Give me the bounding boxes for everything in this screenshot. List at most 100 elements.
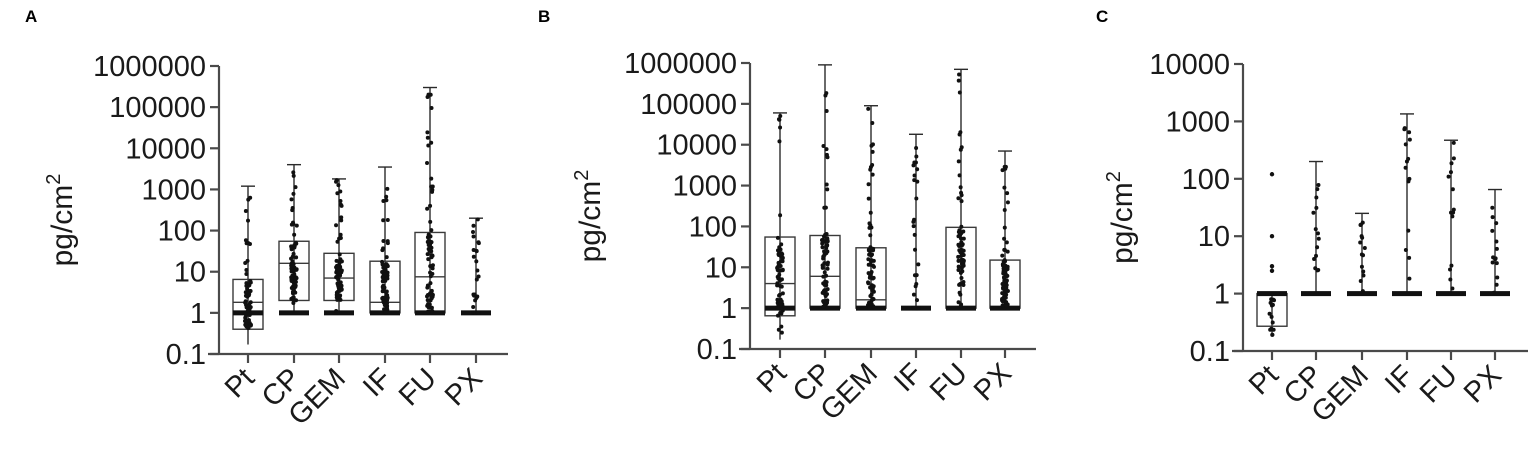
data-point [339,218,344,223]
data-point [1495,275,1500,280]
lod-cluster [765,305,795,311]
data-point [1493,257,1498,262]
panel-letter: A [25,7,37,26]
y-tick-label: 10 [174,257,206,289]
y-tick-label: 1000 [672,171,737,203]
data-point [1360,235,1365,240]
data-point [916,306,921,311]
data-point [775,248,780,253]
data-point [245,294,250,299]
data-point [956,268,961,273]
data-point [428,219,433,224]
data-point [1000,282,1005,287]
data-point [866,271,871,276]
data-point [958,231,963,236]
y-tick-label: 1000000 [624,48,737,80]
data-point [779,299,784,304]
data-point [824,91,829,96]
x-tick-label: FU [1414,359,1464,409]
data-point [1000,303,1005,308]
data-point [243,300,248,305]
box-if [369,166,401,316]
data-point [337,252,342,257]
box-fu [1436,139,1466,297]
data-point [1448,277,1453,282]
data-point [871,264,876,269]
data-point [382,303,387,308]
data-point [334,258,339,263]
data-point [820,238,825,243]
x-tick-label: PX [439,362,489,412]
data-point [823,232,828,237]
data-point [245,308,250,313]
data-point [778,114,783,119]
data-point [825,236,830,241]
y-tick-label: 1000 [141,174,206,206]
data-point [475,217,480,222]
data-point [1494,221,1499,226]
data-point [380,275,385,280]
data-point [474,277,479,282]
data-point [384,194,389,199]
data-point [289,256,294,261]
data-point [820,245,825,250]
data-point [1360,289,1365,294]
data-point [870,297,875,302]
data-point [825,266,830,271]
panel-letter: C [1096,7,1108,26]
data-point [425,285,430,290]
data-point [339,215,344,220]
data-point [384,198,389,203]
data-point [292,232,297,237]
data-point [775,235,780,240]
data-point [1407,130,1412,135]
data-point [425,130,430,135]
data-point [959,240,964,245]
data-point [247,302,252,307]
data-point [430,187,435,192]
data-point [1451,156,1456,161]
box-px [989,150,1021,311]
data-point [776,276,781,281]
data-point [958,130,963,135]
data-point [381,298,386,303]
data-point [293,283,298,288]
data-point [1407,137,1412,142]
data-point [335,292,340,297]
data-point [824,292,829,297]
data-point [871,275,876,280]
y-tick-label: 100000 [109,92,206,124]
data-point [779,277,784,282]
data-point [429,105,434,110]
data-point [914,154,919,159]
y-tick-label: 100 [158,216,206,248]
data-point [335,297,340,302]
data-point [1315,268,1320,273]
lod-cluster [1392,291,1422,297]
data-point [961,236,966,241]
y-tick-label: 0.1 [1190,336,1230,368]
data-point [820,290,825,295]
y-axis-label: pg/cm2 [43,174,79,267]
data-point [824,147,829,152]
data-point [822,205,827,210]
data-point [291,170,296,175]
data-point [380,259,385,264]
data-point [956,264,961,269]
data-point [1002,225,1007,230]
data-point [291,191,296,196]
data-point [429,228,434,233]
data-point [247,312,252,317]
lod-cluster [1436,291,1466,297]
data-point [243,238,248,243]
data-point [824,182,829,187]
data-point [866,257,871,262]
data-point [958,270,963,275]
data-point [385,217,390,222]
data-point [290,208,295,213]
box-px [461,217,491,316]
data-point [429,305,434,310]
data-point [871,284,876,289]
y-tick-label: 0.1 [166,339,206,371]
data-point [778,268,783,273]
